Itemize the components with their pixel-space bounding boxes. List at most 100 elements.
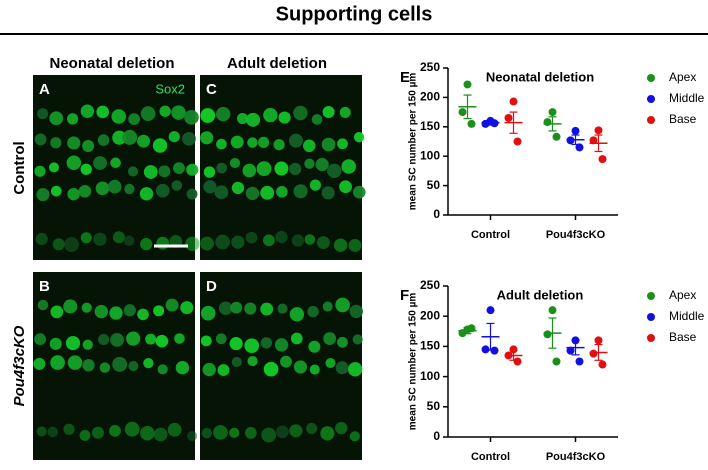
cell-nucleus — [155, 334, 169, 348]
cell-nucleus — [247, 137, 258, 148]
cell-nucleus — [280, 355, 292, 368]
cell-nucleus — [126, 331, 141, 346]
cell-nucleus — [214, 185, 229, 200]
data-point — [552, 132, 561, 141]
cell-nucleus — [230, 301, 243, 314]
y-tick-label: 100 — [420, 148, 440, 162]
data-point — [467, 119, 476, 128]
cell-nucleus — [67, 355, 83, 370]
cell-nucleus — [97, 134, 110, 146]
cell-nucleus — [155, 183, 170, 198]
cell-nucleus — [290, 332, 303, 345]
cell-nucleus — [122, 129, 138, 145]
cell-nucleus — [276, 186, 288, 198]
cell-nucleus — [184, 110, 199, 125]
cell-nucleus — [124, 421, 140, 437]
cell-nucleus — [33, 357, 46, 370]
cell-nucleus — [348, 238, 362, 252]
cell-nucleus — [311, 114, 323, 125]
x-tick-label: Control — [471, 451, 510, 463]
cell-nucleus — [158, 165, 171, 178]
cell-nucleus — [216, 138, 227, 150]
panel-label: F — [400, 287, 409, 304]
cell-nucleus — [315, 157, 329, 172]
cell-nucleus — [200, 335, 212, 347]
cell-nucleus — [231, 235, 245, 249]
cell-nucleus — [244, 427, 257, 439]
cell-nucleus — [80, 104, 95, 118]
cell-nucleus — [333, 238, 348, 252]
cell-nucleus — [247, 355, 258, 367]
cell-nucleus — [112, 130, 127, 145]
cell-nucleus — [306, 422, 318, 435]
data-point — [490, 346, 499, 355]
cell-nucleus — [96, 105, 109, 119]
data-point — [513, 357, 522, 366]
cell-nucleus — [244, 302, 257, 315]
cell-nucleus — [79, 429, 91, 441]
cell-nucleus — [276, 425, 289, 439]
data-point — [589, 349, 598, 358]
cell-nucleus — [309, 179, 321, 191]
cell-nucleus — [245, 231, 258, 244]
cell-nucleus — [200, 305, 216, 321]
cell-nucleus — [213, 425, 228, 440]
cell-nucleus — [321, 186, 335, 200]
cell-nucleus — [289, 307, 305, 322]
cell-nucleus — [260, 302, 274, 316]
cell-nucleus — [278, 111, 291, 124]
cell-nucleus — [153, 305, 165, 317]
error-bar — [548, 317, 557, 349]
cell-nucleus — [159, 105, 171, 117]
cell-nucleus — [293, 184, 308, 199]
cell-nucleus — [352, 185, 366, 199]
cell-nucleus — [260, 185, 275, 200]
cell-nucleus — [263, 361, 279, 377]
cell-nucleus — [341, 159, 356, 174]
cell-nucleus — [353, 131, 365, 143]
data-point — [552, 357, 561, 366]
cell-nucleus — [323, 332, 337, 345]
cell-nucleus — [244, 338, 260, 354]
cell-nucleus — [293, 360, 308, 374]
cell-nucleus — [289, 162, 302, 176]
panel-label: E — [400, 69, 410, 86]
data-point — [571, 126, 580, 135]
cell-nucleus — [277, 303, 288, 314]
y-tick-label: 50 — [427, 399, 441, 413]
y-axis-label: mean SC number per 150 µm — [408, 73, 419, 211]
cell-nucleus — [67, 187, 80, 201]
chart-title: Adult deletion — [497, 287, 584, 302]
cell-nucleus — [180, 301, 194, 315]
cell-nucleus — [127, 166, 139, 177]
cell-nucleus — [256, 161, 272, 177]
x-tick-label: Pou4f3cKO — [546, 229, 606, 241]
x-tick-label: Control — [471, 229, 510, 241]
panel-label: C — [206, 81, 217, 98]
y-axis-label: mean SC number per 150 µm — [408, 293, 419, 431]
panel-label: D — [206, 278, 217, 295]
cell-nucleus — [186, 188, 198, 200]
cell-nucleus — [67, 113, 79, 125]
cell-nucleus — [143, 165, 158, 179]
cell-nucleus — [167, 422, 182, 437]
cell-nucleus — [123, 304, 136, 317]
y-tick-label: 200 — [420, 90, 440, 104]
cell-nucleus — [200, 108, 216, 123]
data-point — [548, 306, 557, 315]
cell-nucleus — [80, 232, 92, 244]
cell-nucleus — [50, 355, 65, 370]
cell-nucleus — [36, 426, 47, 437]
cell-nucleus — [231, 181, 245, 195]
y-tick-label: 100 — [420, 369, 440, 383]
legend-label: Middle — [669, 309, 705, 323]
cell-nucleus — [261, 427, 277, 443]
error-bar — [571, 134, 580, 146]
legend-marker — [647, 292, 655, 300]
cell-nucleus — [322, 106, 335, 119]
data-point — [594, 126, 603, 135]
panel-label: B — [39, 278, 50, 295]
cell-nucleus — [91, 426, 104, 439]
cell-nucleus — [348, 362, 363, 377]
